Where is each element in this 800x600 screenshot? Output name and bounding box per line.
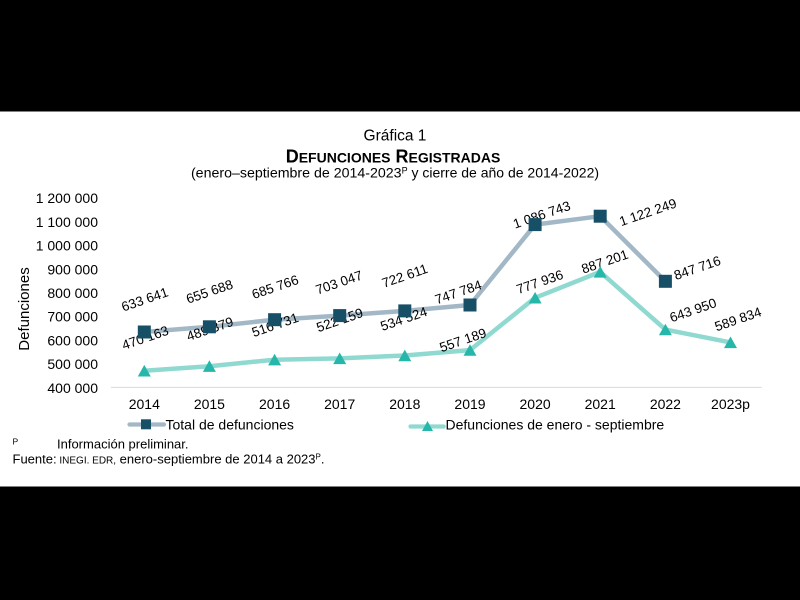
svg-text:900 000: 900 000	[47, 261, 98, 277]
svg-text:2017: 2017	[324, 396, 355, 412]
svg-text:600 000: 600 000	[47, 332, 98, 348]
svg-text:Información preliminar.: Información preliminar.	[57, 436, 189, 451]
svg-text:2022: 2022	[650, 396, 681, 412]
svg-text:2019: 2019	[454, 396, 485, 412]
svg-text:1 100 000: 1 100 000	[36, 214, 98, 230]
svg-text:Fuente: INEGI. EDR, enero-sept: Fuente: INEGI. EDR, enero-septiembre de …	[13, 452, 325, 467]
svg-text:1 200 000: 1 200 000	[36, 190, 98, 206]
svg-text:400 000: 400 000	[47, 380, 98, 396]
svg-text:1 000 000: 1 000 000	[36, 238, 98, 254]
svg-text:700 000: 700 000	[47, 309, 98, 325]
svg-text:800 000: 800 000	[47, 285, 98, 301]
svg-text:500 000: 500 000	[47, 356, 98, 372]
svg-text:2023p: 2023p	[711, 396, 750, 412]
svg-text:Total de defunciones: Total de defunciones	[166, 416, 294, 432]
svg-text:2015: 2015	[194, 396, 225, 412]
svg-text:(enero–septiembre de 2014-2023: (enero–septiembre de 2014-2023P y cierre…	[191, 164, 599, 181]
svg-text:Defunciones de enero - septiem: Defunciones de enero - septiembre	[446, 416, 665, 432]
svg-text:P: P	[13, 437, 19, 447]
svg-text:2020: 2020	[520, 396, 551, 412]
svg-text:DEFUNCIONES REGISTRADAS: DEFUNCIONES REGISTRADAS	[286, 147, 501, 167]
svg-text:Defunciones: Defunciones	[16, 267, 33, 350]
svg-text:2016: 2016	[259, 396, 290, 412]
svg-text:Gráfica 1: Gráfica 1	[364, 128, 427, 145]
svg-text:2021: 2021	[585, 396, 616, 412]
svg-text:2014: 2014	[129, 396, 160, 412]
svg-text:2018: 2018	[389, 396, 420, 412]
